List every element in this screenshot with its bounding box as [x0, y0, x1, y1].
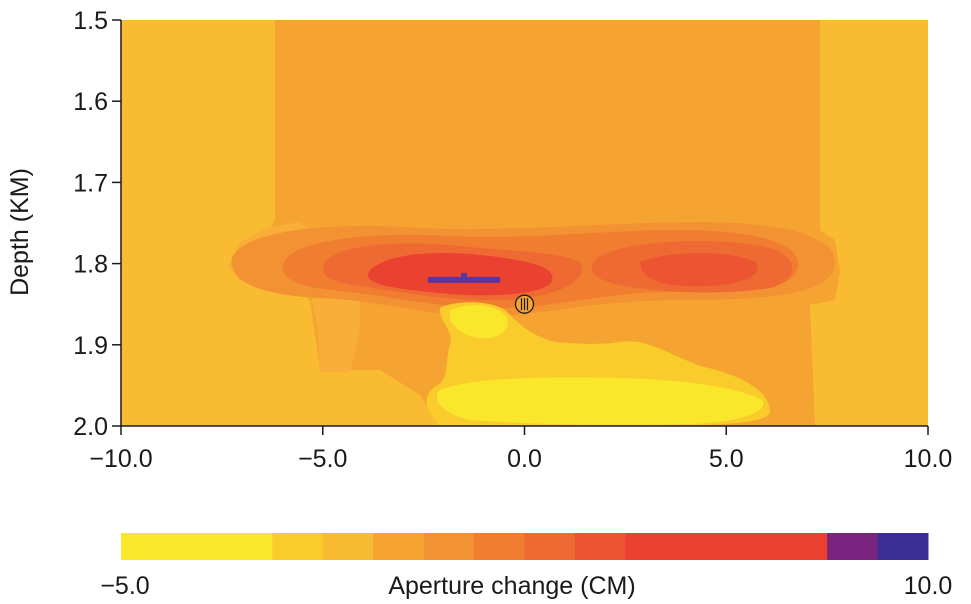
contour-plot — [121, 20, 928, 426]
fracture-line — [427, 276, 501, 283]
contour-red-core-right — [640, 253, 758, 287]
y-tick-label: 1.9 — [73, 332, 108, 360]
y-tick-label: 1.8 — [73, 251, 108, 279]
x-tick-label: 10.0 — [904, 445, 953, 473]
colorbar-segment — [272, 533, 324, 560]
well-marker — [514, 294, 535, 314]
x-axis-ticks: −10.0 −5.0 0.0 5.0 10.0 — [89, 426, 952, 473]
fracture-bump — [460, 272, 467, 278]
y-tick-label: 1.6 — [73, 88, 108, 116]
x-tick-label: 0.0 — [507, 445, 542, 473]
colorbar-segment — [877, 533, 929, 560]
x-tick-label: −10.0 — [89, 445, 152, 473]
colorbar — [121, 533, 929, 560]
contour-mid-background — [265, 20, 840, 426]
fracture-marker — [427, 272, 501, 283]
colorbar-segment — [373, 533, 425, 560]
colorbar-segment — [827, 533, 879, 560]
colorbar-segment — [574, 533, 626, 560]
y-tick-label: 1.5 — [73, 7, 108, 35]
colorbar-segment — [121, 533, 273, 560]
x-tick-label: 5.0 — [709, 445, 744, 473]
colorbar-segment — [474, 533, 525, 560]
y-axis-ticks: 1.5 1.6 1.7 1.8 1.9 2.0 — [73, 7, 121, 441]
colorbar-segment — [423, 533, 475, 560]
contour-yellow-core — [436, 305, 764, 425]
colorbar-min-label: −5.0 — [100, 572, 149, 600]
colorbar-segment — [322, 533, 374, 560]
contour-red-core — [368, 252, 553, 296]
y-tick-label: 1.7 — [73, 169, 108, 197]
y-axis-label: Depth (KM) — [6, 168, 34, 296]
y-tick-label: 2.0 — [73, 413, 108, 441]
colorbar-segment — [524, 533, 576, 560]
colorbar-title: Aperture change (CM) — [388, 572, 635, 600]
colorbar-max-label: 10.0 — [904, 572, 953, 600]
x-tick-label: −5.0 — [298, 445, 347, 473]
colorbar-segment — [625, 533, 828, 560]
